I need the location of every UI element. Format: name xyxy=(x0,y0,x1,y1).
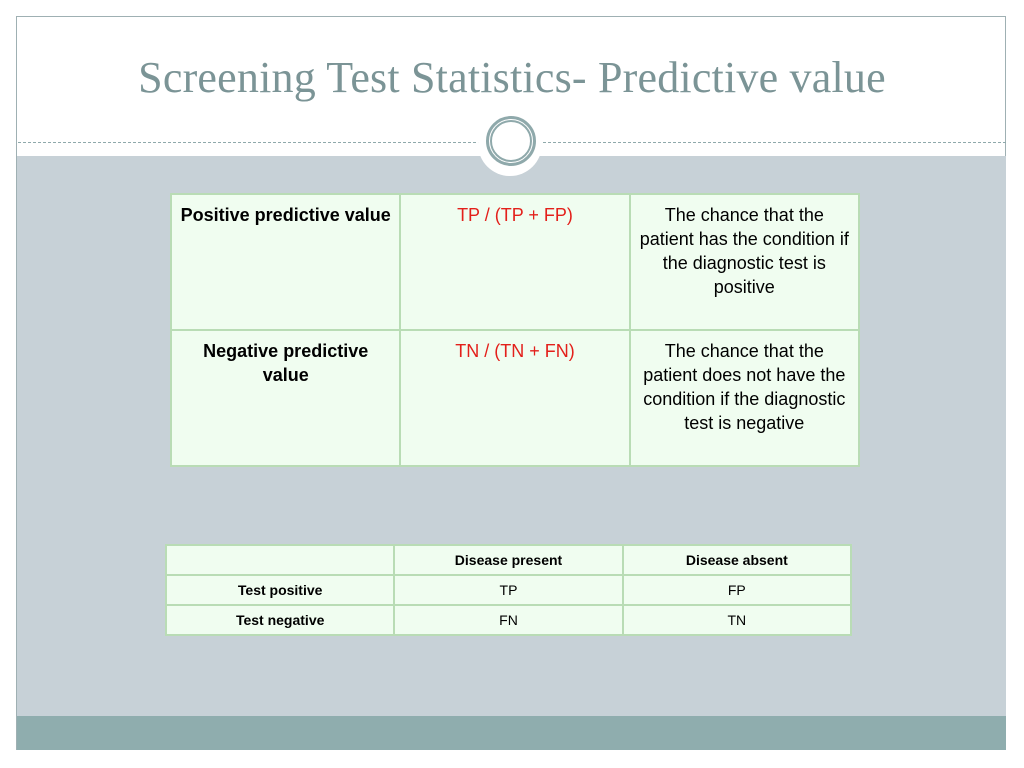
table-row: Test negative FN TN xyxy=(164,604,853,636)
table-row: Test positive TP FP xyxy=(164,574,853,606)
cell-fn: FN xyxy=(393,604,624,636)
table-row: Negative predictive value TN / (TN + FN)… xyxy=(169,329,861,467)
cell-fp: FP xyxy=(621,574,853,606)
term-cell: Negative predictive value xyxy=(169,329,402,467)
footer-bar xyxy=(17,716,1006,750)
predictive-value-table: Positive predictive value TP / (TP + FP)… xyxy=(169,193,861,467)
cell-tn: TN xyxy=(621,604,853,636)
contingency-table: Disease present Disease absent Test posi… xyxy=(164,544,853,636)
cell-tp: TP xyxy=(393,574,624,606)
circle-ornament-inner-ring xyxy=(490,120,532,162)
formula-cell: TN / (TN + FN) xyxy=(399,329,631,467)
table-header-row: Disease present Disease absent xyxy=(164,544,853,576)
header-cell-disease-absent: Disease absent xyxy=(621,544,853,576)
description-cell: The chance that the patient has the cond… xyxy=(628,193,861,331)
row-label-test-positive: Test positive xyxy=(164,574,396,606)
row-label-test-negative: Test negative xyxy=(164,604,396,636)
header-cell-disease-present: Disease present xyxy=(393,544,624,576)
term-cell: Positive predictive value xyxy=(169,193,402,331)
formula-cell: TP / (TP + FP) xyxy=(399,193,631,331)
slide-title: Screening Test Statistics- Predictive va… xyxy=(138,53,886,102)
table-row: Positive predictive value TP / (TP + FP)… xyxy=(169,193,861,331)
header-cell-empty xyxy=(164,544,396,576)
description-cell: The chance that the patient does not hav… xyxy=(628,329,861,467)
